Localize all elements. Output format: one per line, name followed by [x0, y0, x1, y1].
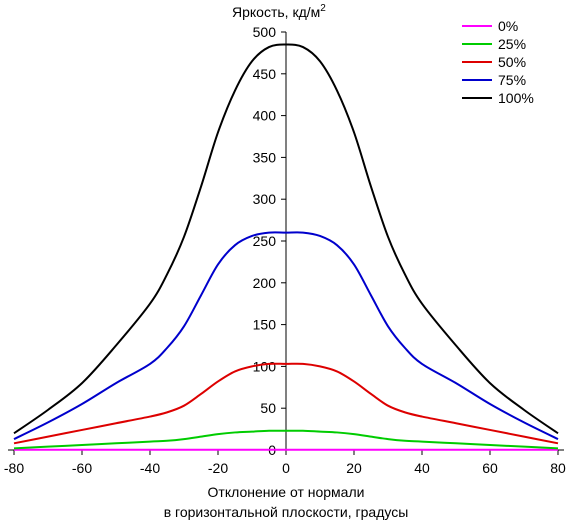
legend: 0% 25% 50% 75% 100% [462, 18, 534, 106]
x-tick-label: 0 [282, 460, 290, 476]
legend-label: 100% [498, 90, 534, 106]
x-tick-label: 80 [550, 460, 566, 476]
x-axis-title-line1: Отклонение от нормали [208, 484, 365, 500]
y-tick-label: 50 [260, 400, 276, 416]
legend-label: 0% [498, 18, 518, 34]
legend-label: 50% [498, 54, 526, 70]
series-line-75pct [13, 231, 559, 441]
y-tick-label: 350 [253, 149, 277, 165]
y-tick-label: 250 [253, 233, 277, 249]
axes: -80 -60 -40 -20 0 20 40 60 800501001502002503003… [4, 24, 566, 476]
series-layer [13, 43, 559, 451]
x-tick-label: -20 [208, 460, 228, 476]
series-line-25pct [13, 429, 559, 450]
x-tick-label: -40 [140, 460, 160, 476]
y-tick-label: 100 [253, 358, 277, 374]
legend-label: 25% [498, 36, 526, 52]
series-line-100pct [13, 43, 559, 435]
legend-label: 75% [498, 72, 526, 88]
x-tick-label: 60 [482, 460, 498, 476]
x-axis-title-line2: в горизонтальной плоскости, градусы [164, 504, 409, 520]
series-line-50pct [13, 362, 559, 445]
y-tick-label: 300 [253, 191, 277, 207]
y-axis-title: Яркость, кд/м2 [232, 3, 326, 20]
y-tick-label: 500 [253, 24, 277, 40]
x-tick-label: 20 [346, 460, 362, 476]
x-tick-label: -80 [4, 460, 24, 476]
y-tick-label: 150 [253, 317, 277, 333]
x-tick-label: 40 [414, 460, 430, 476]
x-tick-label: -60 [72, 460, 92, 476]
y-tick-label: 450 [253, 66, 277, 82]
y-tick-label: 400 [253, 108, 277, 124]
y-tick-label: 200 [253, 275, 277, 291]
